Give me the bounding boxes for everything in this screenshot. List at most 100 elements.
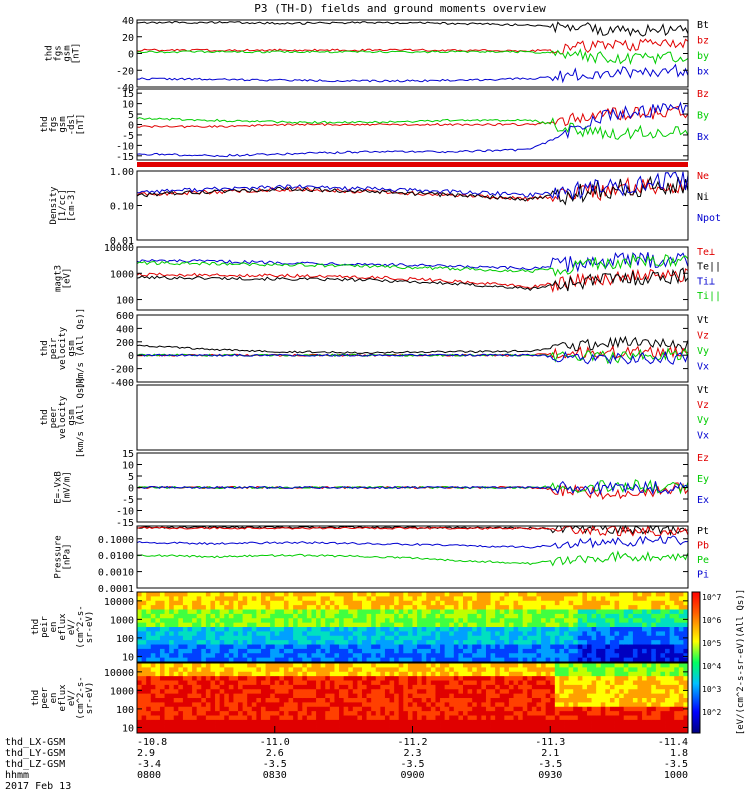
heatmap-cell <box>311 653 317 659</box>
heatmap-cell <box>600 680 606 686</box>
heatmap-cell <box>238 644 244 650</box>
heatmap-cell <box>224 640 230 645</box>
heatmap-cell <box>646 667 652 673</box>
series-line-Pi <box>136 535 689 549</box>
heatmap-cell <box>467 693 473 699</box>
x-tick-label: 2.6 <box>266 748 284 759</box>
heatmap-cell <box>224 627 230 632</box>
heatmap-cell <box>219 657 225 663</box>
heatmap-cell <box>384 592 390 597</box>
heatmap-cell <box>591 667 597 673</box>
heatmap-cell <box>242 648 248 654</box>
heatmap-cell <box>637 627 643 632</box>
heatmap-cell <box>325 689 331 695</box>
heatmap-cell <box>536 667 542 673</box>
heatmap-cell <box>164 657 170 663</box>
heatmap-cell <box>371 596 377 602</box>
heatmap-cell <box>196 627 202 632</box>
heatmap-cell <box>389 693 395 699</box>
heatmap-cell <box>573 689 579 695</box>
heatmap-cell <box>568 711 574 716</box>
heatmap-cell <box>504 605 510 610</box>
heatmap-cell <box>150 715 156 721</box>
heatmap-cell <box>155 676 161 681</box>
heatmap-cell <box>192 663 198 668</box>
heatmap-cell <box>260 609 266 615</box>
heatmap-cell <box>440 596 446 602</box>
heatmap-cell <box>224 676 230 681</box>
heatmap-cell <box>270 671 276 677</box>
heatmap-cell <box>481 671 487 677</box>
heatmap-cell <box>678 719 684 725</box>
heatmap-cell <box>182 684 188 690</box>
heatmap-cell <box>375 596 381 602</box>
heatmap-cell <box>274 600 280 606</box>
heatmap-cell <box>568 698 574 703</box>
heatmap-cell <box>334 728 340 734</box>
heatmap-cell <box>522 684 528 690</box>
heatmap-cell <box>619 644 625 650</box>
heatmap-cell <box>508 644 514 650</box>
heatmap-cell <box>141 618 147 624</box>
heatmap-cell <box>573 667 579 673</box>
heatmap-cell <box>490 693 496 699</box>
heatmap-cell <box>472 627 478 632</box>
heatmap-cell <box>247 609 253 615</box>
heatmap-cell <box>435 698 441 703</box>
heatmap-cell <box>178 693 184 699</box>
heatmap-cell <box>577 724 583 730</box>
heatmap-cell <box>146 680 152 686</box>
heatmap-cell <box>582 689 588 695</box>
heatmap-cell <box>146 653 152 659</box>
heatmap-cell <box>173 640 179 645</box>
heatmap-cell <box>600 671 606 677</box>
heatmap-cell <box>623 715 629 721</box>
heatmap-cell <box>605 644 611 650</box>
heatmap-cell <box>182 627 188 632</box>
heatmap-cell <box>283 627 289 632</box>
heatmap-cell <box>283 600 289 606</box>
heatmap-cell <box>637 600 643 606</box>
heatmap-cell <box>577 706 583 712</box>
heatmap-cell <box>522 640 528 645</box>
heatmap-cell <box>196 622 202 628</box>
heatmap-cell <box>233 648 239 654</box>
heatmap-cell <box>187 711 193 716</box>
heatmap-cell <box>141 640 147 645</box>
heatmap-cell <box>146 671 152 677</box>
heatmap-cell <box>573 693 579 699</box>
heatmap-cell <box>651 592 657 597</box>
heatmap-cell <box>444 657 450 663</box>
heatmap-cell <box>531 706 537 712</box>
legend-entry: Pi <box>697 569 709 580</box>
heatmap-cell <box>472 635 478 641</box>
heatmap-cell <box>352 648 358 654</box>
heatmap-cell <box>554 657 560 663</box>
heatmap-cell <box>403 693 409 699</box>
heatmap-cell <box>398 689 404 695</box>
heatmap-cell <box>366 663 372 668</box>
heatmap-cell <box>339 622 345 628</box>
heatmap-cell <box>490 653 496 659</box>
heatmap-cell <box>306 663 312 668</box>
heatmap-cell <box>623 644 629 650</box>
heatmap-cell <box>453 689 459 695</box>
heatmap-cell <box>564 627 570 632</box>
heatmap-cell <box>137 613 142 619</box>
heatmap-cell <box>637 635 643 641</box>
heatmap-cell <box>476 719 482 725</box>
heatmap-cell <box>205 715 211 721</box>
heatmap-cell <box>270 640 276 645</box>
heatmap-cell <box>637 663 643 668</box>
heatmap-cell <box>421 719 427 725</box>
heatmap-cell <box>407 702 413 708</box>
heatmap-cell <box>417 706 423 712</box>
heatmap-cell <box>320 653 326 659</box>
heatmap-cell <box>490 728 496 734</box>
heatmap-cell <box>256 657 262 663</box>
heatmap-cell <box>224 667 230 673</box>
heatmap-cell <box>329 680 335 686</box>
heatmap-cell <box>596 667 602 673</box>
legend-entry: Ti⊥ <box>697 276 715 287</box>
heatmap-cell <box>182 667 188 673</box>
